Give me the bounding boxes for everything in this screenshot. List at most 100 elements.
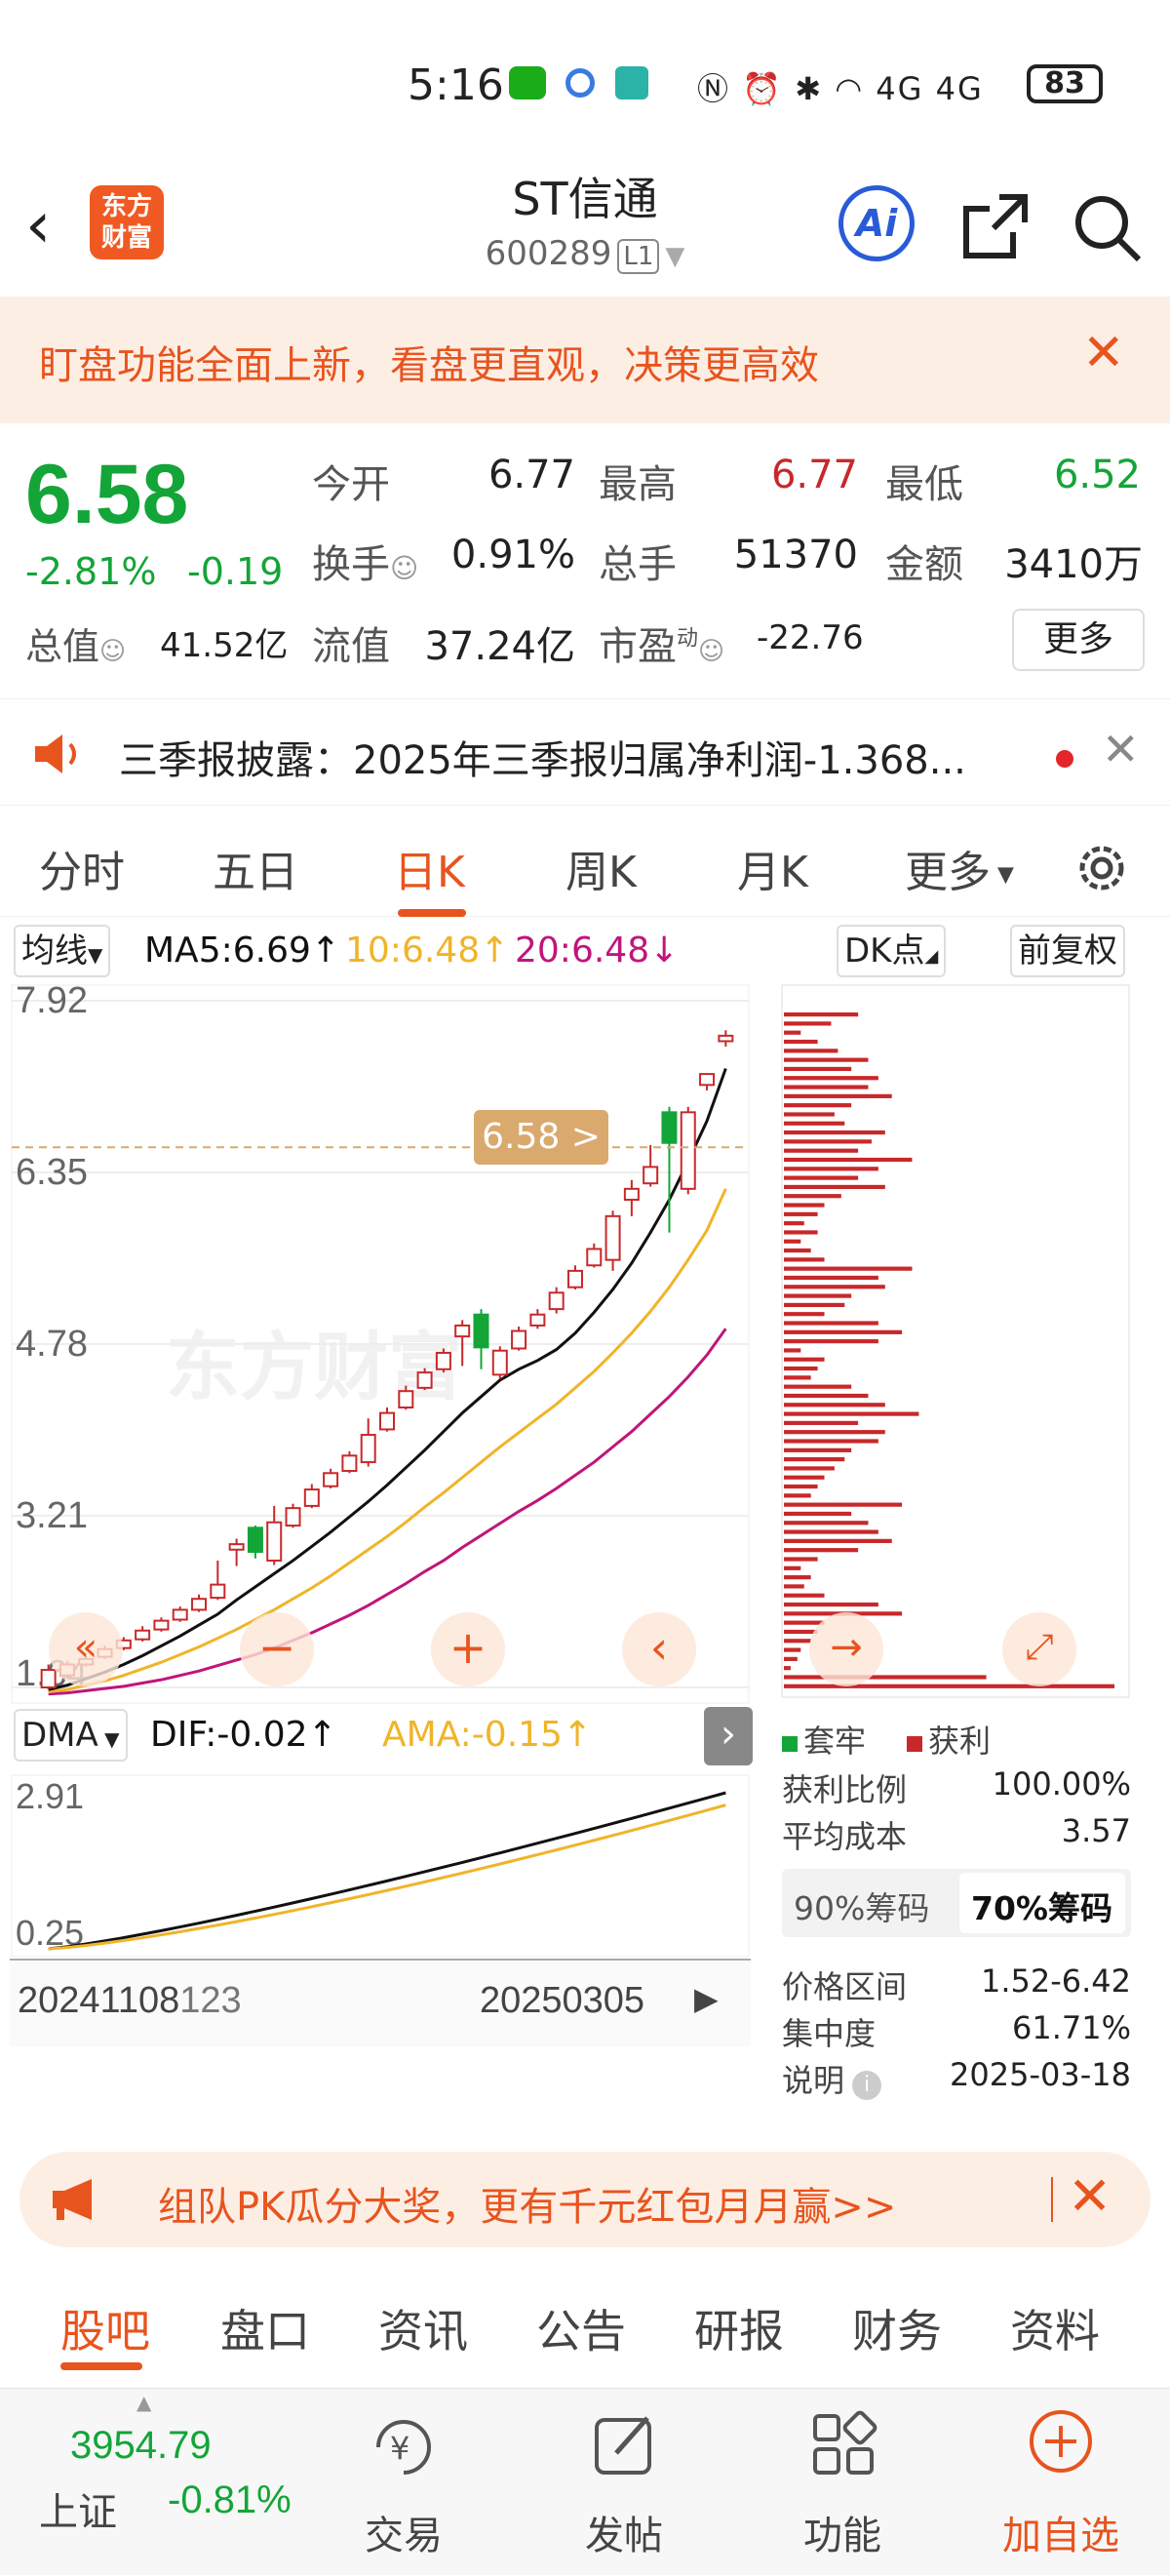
volume-label: 总手 — [599, 542, 677, 587]
candle-body — [661, 1111, 678, 1144]
close-icon[interactable]: ✕ — [1102, 723, 1140, 775]
high-value: 6.77 — [770, 453, 858, 497]
close-icon[interactable]: ✕ — [1068, 2165, 1112, 2227]
candle-body — [435, 1351, 451, 1370]
candle-body — [680, 1111, 696, 1190]
app-icon — [565, 67, 595, 98]
ma-selector-label: 均线 — [21, 931, 88, 971]
nfc-icon: Ⓝ — [697, 70, 731, 107]
share-icon[interactable] — [960, 191, 1031, 261]
chip-bar — [784, 1629, 818, 1635]
candle-body — [604, 1214, 621, 1261]
chip-bar — [784, 1012, 859, 1017]
concentration-value: 61.71% — [1011, 2009, 1131, 2046]
play-icon[interactable]: ▶ — [694, 1980, 719, 2017]
back-icon[interactable]: ‹ — [25, 187, 52, 262]
ma-selector[interactable]: 均线▼ — [14, 925, 111, 977]
expand-icon[interactable]: ⤢ — [1002, 1612, 1076, 1686]
next-button[interactable]: → — [809, 1612, 883, 1686]
stock-code-row[interactable]: 600289 L1 ▼ — [0, 234, 1170, 274]
chip-bar — [784, 1221, 804, 1226]
add-watchlist-label[interactable]: 加自选 — [1002, 2514, 1119, 2558]
note-label: 说明 i — [782, 2056, 882, 2101]
index-widget[interactable]: ▲ 3954.79 上证 -0.81% — [0, 2389, 312, 2576]
svg-text:¥: ¥ — [390, 2430, 410, 2467]
tab-more[interactable]: 更多 ▼ — [905, 837, 1014, 899]
feature-banner[interactable]: 盯盘功能全面上新，看盘更直观，决策更高效 ✕ — [0, 297, 1170, 423]
avg-cost-value: 3.57 — [1061, 1812, 1131, 1849]
kline-chart[interactable]: 东方财富 7.926.354.783.211.64 — [10, 983, 751, 1705]
open-label: 今开 — [312, 462, 390, 507]
tab-announcement[interactable]: 公告 — [536, 2305, 626, 2358]
expand-arrow-button[interactable]: › — [704, 1707, 753, 1765]
chip-bar — [784, 1057, 869, 1062]
dma-bar: DMA ▼ DIF:-0.02↑ AMA:-0.15↑ › — [10, 1707, 753, 1769]
chart-area[interactable]: 东方财富 7.926.354.783.211.64 6.58 > « − + ‹… — [10, 983, 1141, 2142]
dma-selector[interactable]: DMA ▼ — [14, 1709, 128, 1762]
announcement-bar[interactable]: 三季报披露：2025年三季报归属净利润-1.368... ✕ — [0, 698, 1170, 806]
chip-bar — [784, 1112, 835, 1117]
candle-body — [210, 1583, 226, 1600]
date-start-suffix: 123 — [179, 1980, 242, 2021]
date-start-text: 20241108 — [18, 1980, 180, 2021]
tab-five-day[interactable]: 五日 — [213, 848, 298, 897]
tab-monthly-k[interactable]: 月K — [737, 848, 808, 897]
chip-bar — [784, 1129, 885, 1135]
settings-gear-icon[interactable] — [1072, 839, 1131, 897]
date-axis: 20241108123 20250305 ▶ — [10, 1959, 751, 2046]
candle-body — [623, 1187, 640, 1202]
tab-weekly-k[interactable]: 周K — [566, 848, 637, 897]
trade-icon[interactable]: ¥ — [367, 2410, 441, 2484]
tab-daily-k[interactable]: 日K — [394, 848, 465, 897]
info-icon[interactable]: i — [852, 2071, 882, 2100]
scroll-left-button[interactable]: « — [49, 1612, 123, 1686]
chip-bar — [784, 1175, 859, 1180]
add-watchlist-icon[interactable] — [1026, 2406, 1096, 2477]
tab-pankou[interactable]: 盘口 — [220, 2305, 310, 2358]
chip-distribution[interactable] — [770, 983, 1141, 1705]
info-icon[interactable]: ☺ — [99, 637, 127, 666]
info-icon[interactable]: ☺ — [698, 637, 725, 666]
concentration-label: 集中度 — [782, 2015, 877, 2052]
ai-button[interactable]: Ai — [838, 185, 915, 261]
dma-chart[interactable]: 2.91 0.25 — [10, 1773, 751, 1959]
chip-bar — [784, 1266, 913, 1271]
chip-bar — [784, 1447, 852, 1452]
zoom-out-button[interactable]: − — [240, 1612, 314, 1686]
more-button[interactable]: 更多 — [1012, 609, 1145, 671]
adjust-button[interactable]: 前复权 — [1010, 925, 1125, 977]
dk-point-button[interactable]: DK点◢ — [837, 925, 947, 977]
dif-line — [48, 1791, 726, 1951]
prev-button[interactable]: ‹ — [622, 1612, 696, 1686]
function-label[interactable]: 功能 — [803, 2514, 881, 2558]
tab-news[interactable]: 资讯 — [378, 2305, 468, 2358]
tab-research[interactable]: 研报 — [694, 2305, 784, 2358]
post-label[interactable]: 发帖 — [585, 2514, 663, 2558]
info-icon[interactable]: ☺ — [390, 552, 419, 584]
tab-finance[interactable]: 财务 — [852, 2305, 942, 2358]
chip-bar — [784, 1348, 801, 1353]
tab-chip-70[interactable]: 70%筹码 — [971, 1889, 1112, 1927]
tab-guba[interactable]: 股吧 — [60, 2305, 150, 2358]
tab-profile[interactable]: 资料 — [1010, 2305, 1100, 2358]
tab-intraday[interactable]: 分时 — [39, 848, 125, 897]
amount-label: 金额 — [885, 542, 963, 587]
close-icon[interactable]: ✕ — [1082, 324, 1125, 382]
trade-label[interactable]: 交易 — [365, 2514, 443, 2558]
zoom-in-button[interactable]: + — [431, 1612, 505, 1686]
level-badge: L1 — [617, 239, 660, 274]
dma-selector-label: DMA — [21, 1716, 98, 1755]
search-icon[interactable] — [1072, 193, 1143, 263]
tab-chip-90[interactable]: 90%筹码 — [794, 1889, 930, 1927]
candle-body — [643, 1166, 659, 1185]
candle-body — [228, 1543, 245, 1551]
promo-banner[interactable]: 组队PK瓜分大奖，更有千元红包月月赢>> ✕ — [20, 2152, 1150, 2247]
stock-name-text: ST信通 — [512, 173, 658, 225]
turnover-value: 0.91% — [450, 533, 575, 577]
active-tab-indicator — [60, 2362, 142, 2370]
post-icon[interactable] — [591, 2410, 659, 2478]
current-price-tag[interactable]: 6.58 > — [474, 1110, 608, 1165]
note-date: 2025-03-18 — [950, 2056, 1131, 2093]
function-grid-icon[interactable] — [809, 2410, 878, 2478]
mktcap-label-text: 总值 — [25, 625, 100, 668]
